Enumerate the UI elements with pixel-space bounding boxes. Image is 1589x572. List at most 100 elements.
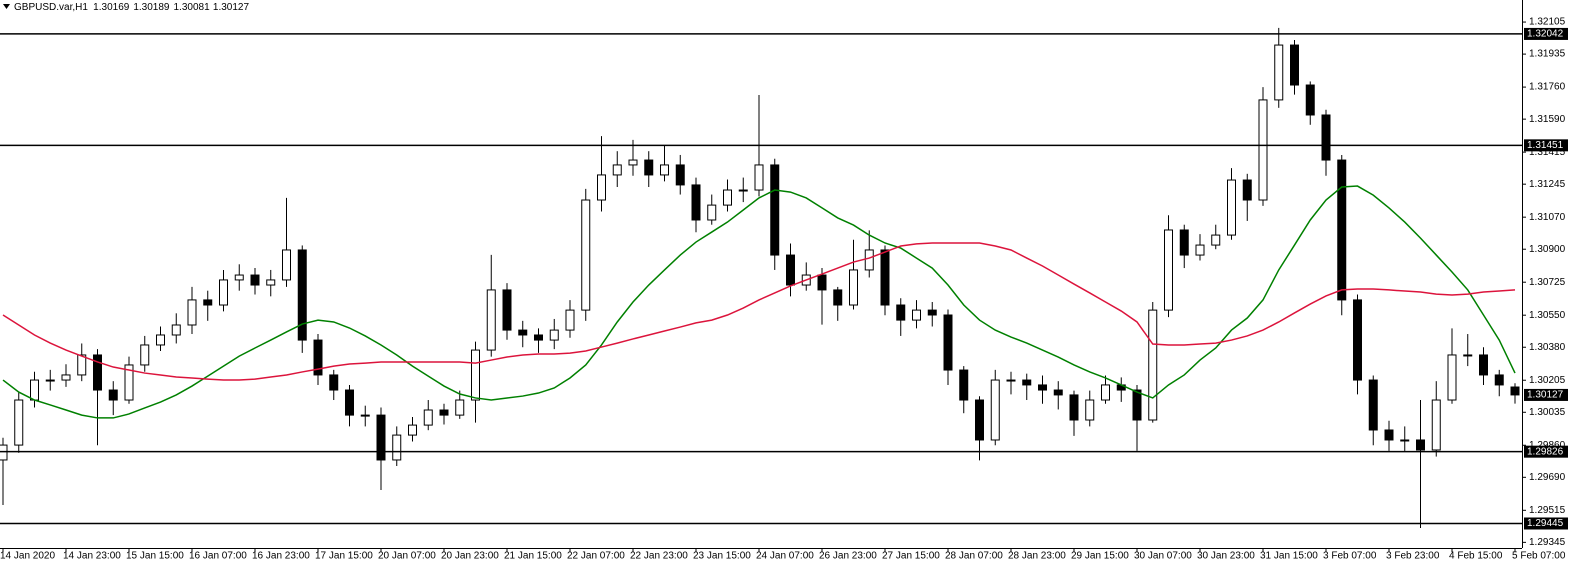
candle-body: [1431, 399, 1441, 451]
candle-body: [597, 174, 606, 201]
y-tick-label: 1.31590: [1529, 114, 1566, 125]
candle-body: [1368, 379, 1378, 431]
x-tick-label: 26 Jan 23:00: [819, 551, 877, 562]
x-tick-label: 24 Jan 07:00: [756, 551, 814, 562]
y-tick-label: 1.32105: [1529, 17, 1566, 28]
x-tick-label: 14 Jan 2020: [0, 551, 55, 562]
candle-body: [1085, 399, 1095, 421]
candle-body: [927, 309, 937, 316]
candle-body: [360, 414, 370, 417]
price-label-box: [1524, 388, 1568, 401]
candle-body: [77, 354, 87, 376]
candle-body: [313, 339, 323, 376]
candle-body: [518, 329, 528, 336]
candle-body: [329, 374, 339, 391]
candle-body: [1353, 299, 1362, 381]
candle-body: [738, 189, 748, 192]
candle-body: [140, 344, 150, 366]
level-label-box: [1524, 139, 1568, 152]
candle-body: [644, 159, 654, 176]
candle-body: [864, 249, 874, 271]
candle-body: [486, 289, 496, 351]
candle-body: [1274, 44, 1284, 101]
candle-body: [203, 299, 213, 306]
level-label: 1.31451: [1527, 140, 1564, 151]
candle-body: [1447, 354, 1457, 401]
candle-body: [0, 444, 8, 461]
candle-body: [1069, 394, 1079, 421]
candle-body: [534, 334, 543, 341]
candle-body: [912, 309, 921, 321]
x-tick-label: 28 Jan 07:00: [945, 551, 1003, 562]
candle-body: [675, 164, 685, 186]
candle-body: [1164, 229, 1173, 311]
candle-body: [786, 254, 795, 286]
price-label: 1.30127: [1527, 390, 1564, 401]
candle-body: [30, 379, 39, 401]
x-tick-label: 17 Jan 15:00: [315, 551, 373, 562]
candle-body: [171, 324, 181, 336]
candle-body: [1242, 179, 1252, 201]
candle-body: [833, 289, 843, 306]
candle-body: [990, 379, 1000, 441]
candle-body: [549, 329, 559, 341]
x-tick-label: 3 Feb 23:00: [1386, 551, 1440, 562]
candle-body: [1290, 44, 1299, 86]
candle-body: [565, 309, 575, 331]
x-tick-label: 16 Jan 07:00: [189, 551, 247, 562]
candle-body: [723, 189, 732, 206]
y-tick-label: 1.30205: [1529, 375, 1566, 386]
candle-body: [1479, 354, 1488, 376]
x-tick-label: 4 Feb 15:00: [1449, 551, 1503, 562]
candle-body: [975, 399, 984, 441]
candle-body: [943, 314, 953, 371]
candle-body: [1337, 159, 1347, 301]
y-tick-label: 1.31415: [1529, 147, 1566, 158]
candle-body: [61, 374, 71, 381]
y-tick-label: 1.29345: [1529, 537, 1566, 548]
candle-body: [392, 434, 402, 461]
candle-body: [1305, 84, 1315, 116]
candle-body: [770, 164, 780, 256]
y-tick-label: 1.29690: [1529, 472, 1566, 483]
candle-body: [187, 299, 197, 326]
x-tick-label: 14 Jan 23:00: [63, 551, 121, 562]
candle-body: [1321, 114, 1331, 161]
candle-body: [754, 164, 764, 191]
x-tick-label: 22 Jan 07:00: [567, 551, 625, 562]
candle-body: [156, 334, 165, 346]
candle-body: [45, 379, 55, 382]
candle-body: [1195, 244, 1205, 256]
candle-body: [1038, 384, 1047, 391]
candle-body: [1148, 309, 1158, 421]
candle-body: [1416, 439, 1425, 451]
candle-body: [1179, 229, 1189, 256]
moving-average: [2, 242, 1516, 381]
x-tick-label: 28 Jan 23:00: [1008, 551, 1066, 562]
candle-body: [108, 389, 118, 401]
y-tick-label: 1.30035: [1529, 407, 1566, 418]
y-tick-label: 1.31245: [1529, 179, 1566, 190]
candle-body: [1006, 379, 1016, 382]
candle-body: [1494, 374, 1504, 386]
x-tick-label: 31 Jan 15:00: [1260, 551, 1318, 562]
level-label-box: [1524, 27, 1568, 40]
candle-body: [660, 164, 669, 176]
y-tick-label: 1.30725: [1529, 277, 1566, 288]
candle-body: [234, 274, 244, 281]
x-tick-label: 15 Jan 15:00: [126, 551, 184, 562]
candle-body: [297, 249, 307, 341]
candle-body: [1132, 389, 1142, 421]
menu-arrow[interactable]: [3, 4, 10, 9]
candle-body: [1400, 439, 1410, 442]
y-tick-label: 1.30900: [1529, 244, 1566, 255]
candle-body: [408, 424, 417, 436]
candle-body: [691, 184, 701, 221]
candle-body: [455, 399, 465, 416]
candle-body: [439, 409, 449, 416]
header-close: 1.30127: [213, 2, 250, 13]
candle-body: [612, 164, 622, 176]
candle-body: [1258, 99, 1268, 201]
